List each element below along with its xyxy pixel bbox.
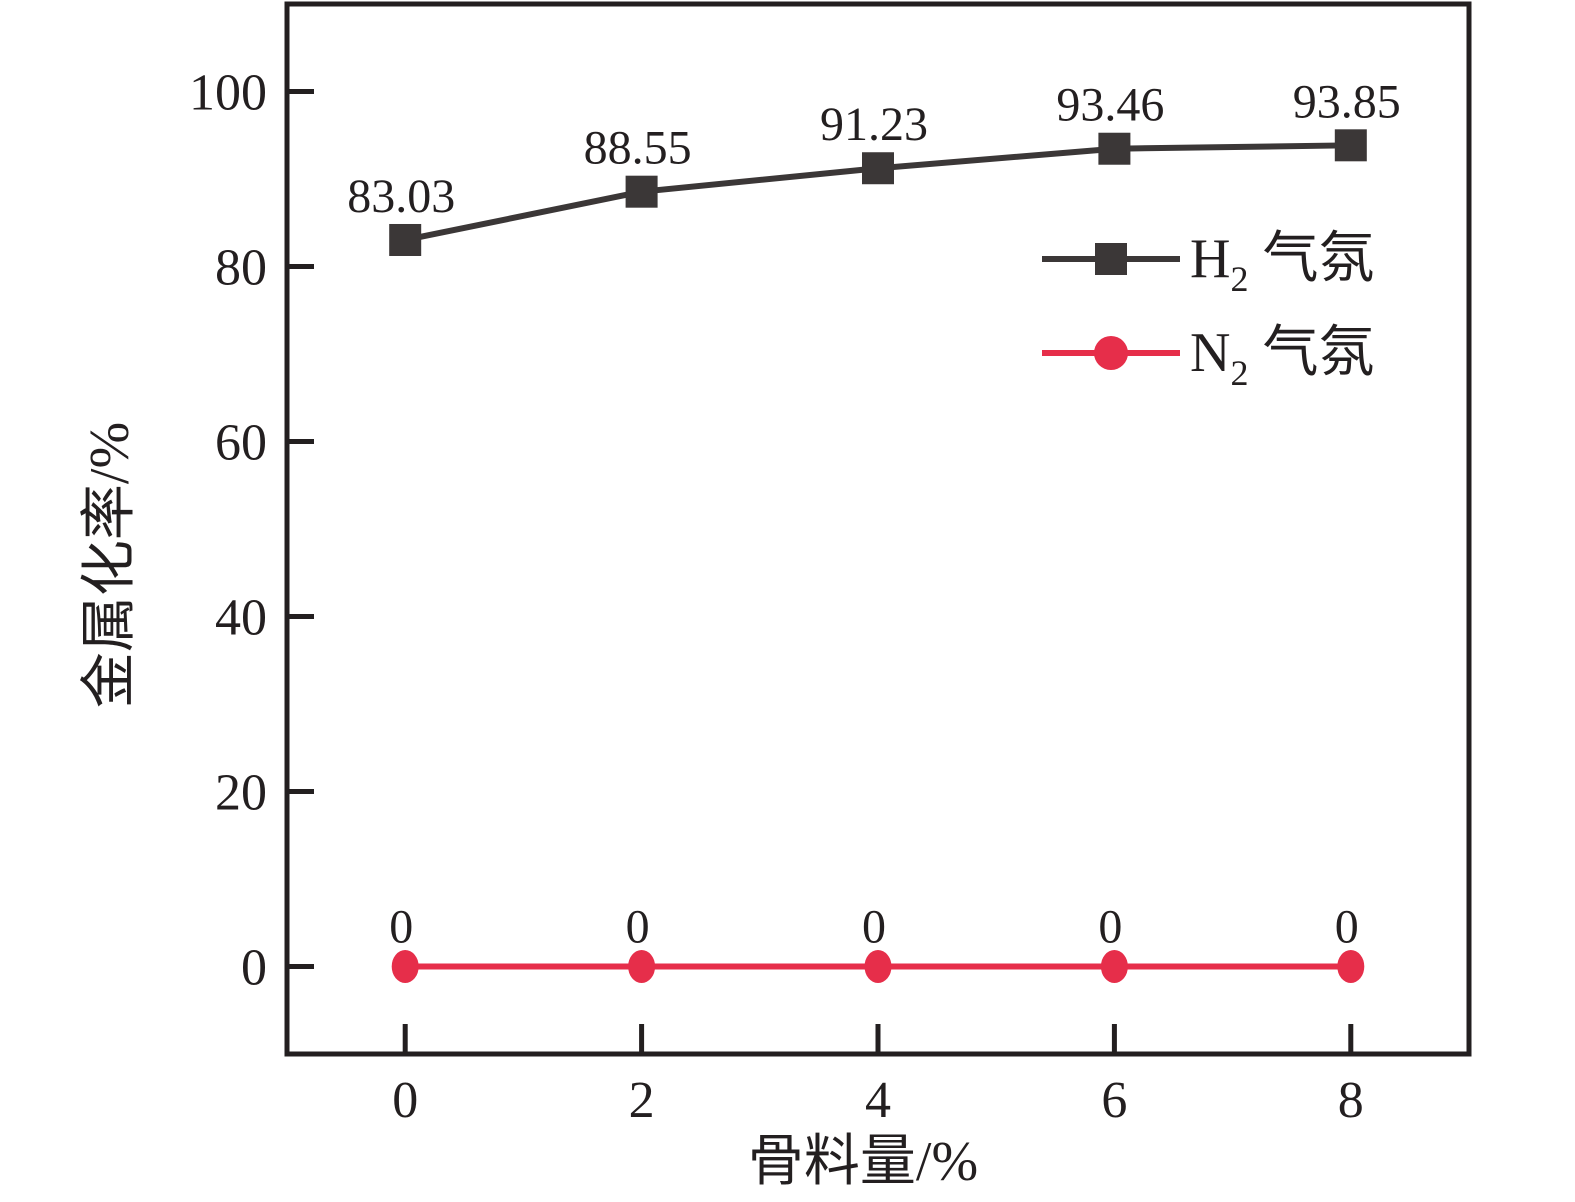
legend-h2-square-marker (1095, 243, 1127, 275)
square-marker (1334, 129, 1367, 162)
data-point-labels: 83.03 88.55 91.23 93.46 93.85 0 0 0 0 0 (347, 75, 1401, 953)
y-tick-label: 100 (189, 65, 267, 122)
point-value-label: 0 (626, 901, 650, 954)
square-marker (862, 152, 894, 185)
circle-marker (1100, 950, 1128, 983)
point-value-label: 0 (389, 901, 413, 954)
x-tick-label: 2 (629, 1072, 655, 1129)
y-tick-label: 60 (215, 415, 267, 472)
x-axis-title: 骨料量/% (748, 1131, 978, 1193)
square-marker (625, 175, 658, 208)
x-tick-label: 4 (865, 1072, 891, 1129)
circle-marker (864, 950, 892, 983)
x-tick-label: 6 (1101, 1072, 1127, 1129)
point-value-label: 0 (1098, 901, 1122, 954)
square-marker (1098, 132, 1131, 165)
legend-h2-label: H2 气氛 (1190, 228, 1374, 299)
y-tick-label: 0 (241, 940, 267, 997)
y-axis-title: 金属化率/% (79, 422, 141, 708)
y-tick-label: 80 (215, 240, 267, 297)
x-tick-label: 8 (1338, 1072, 1364, 1129)
y-axis-ticks: 0 20 40 60 80 100 (189, 65, 314, 997)
point-value-label: 83.03 (347, 170, 455, 223)
y-tick-label: 20 (215, 765, 267, 822)
y-tick-label: 40 (215, 590, 267, 647)
legend: H2 气氛 N2 气氛 (1042, 228, 1374, 393)
square-marker (389, 223, 422, 256)
legend-item-h2: H2 气氛 (1042, 228, 1374, 299)
legend-item-n2: N2 气氛 (1042, 322, 1374, 393)
x-tick-label: 0 (392, 1072, 418, 1129)
point-value-label: 88.55 (584, 122, 692, 175)
point-value-label: 93.85 (1293, 75, 1401, 128)
legend-n2-label: N2 气氛 (1190, 322, 1374, 393)
point-value-label: 93.46 (1056, 79, 1164, 132)
data-series (389, 129, 1367, 983)
circle-marker (628, 950, 656, 983)
x-axis-ticks: 0 2 4 6 8 (392, 1024, 1364, 1129)
circle-marker (1337, 950, 1365, 983)
legend-n2-circle-marker (1094, 336, 1128, 370)
circle-marker (391, 950, 419, 983)
point-value-label: 91.23 (820, 98, 928, 151)
plot-frame (284, 1, 1472, 1057)
point-value-label: 0 (1335, 901, 1359, 954)
point-value-label: 0 (862, 901, 886, 954)
